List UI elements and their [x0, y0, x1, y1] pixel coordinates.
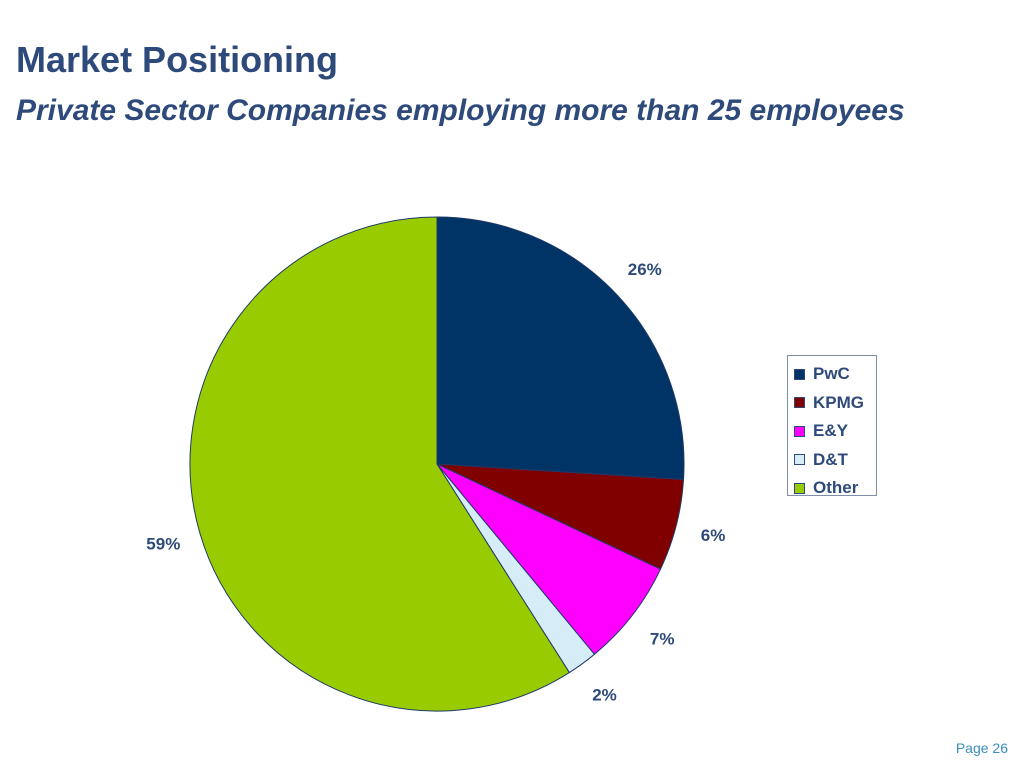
legend-label: D&T — [813, 449, 848, 469]
legend-label: E&Y — [813, 421, 848, 441]
pie-slice-e-y — [436, 463, 662, 656]
data-label-other: 59% — [146, 535, 180, 554]
legend-item-d-t: D&T — [794, 446, 876, 475]
legend-swatch — [794, 397, 805, 409]
page-title: Market Positioning — [16, 39, 339, 80]
chart-legend: PwC KPMG E&Y D&T Other — [787, 355, 877, 497]
legend-item-other: Other — [794, 474, 876, 503]
data-label-e-y: 7% — [650, 630, 675, 649]
pie-slice-pwc — [436, 216, 685, 481]
legend-swatch — [794, 454, 805, 466]
legend-item-kpmg: KPMG — [794, 389, 876, 418]
data-label-kpmg: 6% — [701, 526, 726, 545]
legend-label: PwC — [813, 364, 850, 384]
legend-item-e-y: E&Y — [794, 417, 876, 446]
data-label-pwc: 26% — [628, 260, 662, 279]
pie-slice-other — [189, 216, 571, 712]
data-label-d-t: 2% — [592, 686, 617, 705]
legend-swatch — [794, 425, 805, 437]
legend-item-pwc: PwC — [794, 360, 876, 389]
legend-label: KPMG — [813, 392, 864, 412]
legend-swatch — [794, 482, 805, 494]
page-number: Page 26 — [955, 740, 1008, 756]
page-subtitle: Private Sector Companies employing more … — [16, 94, 905, 127]
legend-label: Other — [813, 478, 859, 498]
legend-swatch — [794, 368, 805, 380]
